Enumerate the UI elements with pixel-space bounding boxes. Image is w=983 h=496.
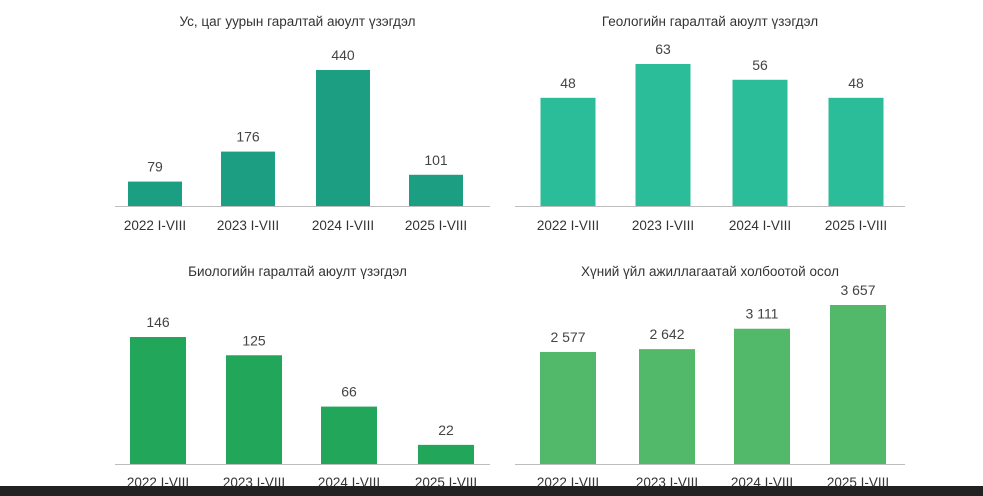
- x-tick-label: 2024 I-VIII: [312, 218, 374, 233]
- bar: [540, 97, 596, 206]
- data-label: 125: [242, 332, 266, 348]
- bar: [828, 97, 884, 206]
- x-tick-label: 2025 I-VIII: [825, 218, 887, 233]
- bar: [226, 355, 282, 464]
- bar-chart: Ус, цаг уурын гаралтай аюулт үзэгдэл 79 20…: [115, 14, 490, 233]
- chart-title: Хүний үйл ажиллагаатай холбоотой осол: [581, 264, 839, 279]
- bar: [409, 174, 463, 206]
- bar: [130, 337, 186, 464]
- data-label: 146: [146, 314, 170, 330]
- bar: [321, 406, 377, 464]
- data-label: 79: [147, 159, 163, 175]
- x-tick-label: 2025 I-VIII: [405, 218, 467, 233]
- bar: [830, 305, 886, 464]
- bar-chart: Хүний үйл ажиллагаатай холбоотой осол 2 5…: [515, 264, 905, 490]
- x-tick-label: 2023 I-VIII: [632, 218, 694, 233]
- bar: [732, 79, 788, 206]
- data-label: 48: [848, 75, 864, 91]
- data-label: 440: [331, 47, 355, 63]
- data-label: 22: [438, 422, 454, 438]
- data-label: 48: [560, 75, 576, 91]
- chart-panel-biological-hazards: Биологийн гаралтай аюулт үзэгдэл 146 2022 …: [100, 258, 495, 490]
- bar: [316, 70, 370, 206]
- data-label: 3 657: [840, 282, 875, 298]
- x-tick-label: 2022 I-VIII: [537, 218, 599, 233]
- bar: [418, 444, 474, 464]
- data-label: 2 577: [550, 329, 585, 345]
- bar: [221, 151, 275, 206]
- x-tick-label: 2023 I-VIII: [217, 218, 279, 233]
- x-tick-label: 2022 I-VIII: [124, 218, 186, 233]
- bar: [639, 349, 695, 464]
- chart-panel-geological-hazards: Геологийн гаралтай аюулт үзэгдэл 48 2022 I…: [500, 0, 920, 240]
- chart-panel-weather-hazards: Ус, цаг уурын гаралтай аюулт үзэгдэл 79 20…: [100, 0, 495, 240]
- bar-chart: Биологийн гаралтай аюулт үзэгдэл1462022 …: [115, 264, 490, 490]
- bar: [128, 181, 182, 206]
- chart-title: Геологийн гаралтай аюулт үзэгдэл: [602, 14, 818, 29]
- bar: [635, 64, 691, 206]
- bar: [734, 328, 790, 464]
- right-margin: [975, 0, 983, 496]
- data-label: 63: [655, 41, 671, 57]
- bottom-border: [0, 486, 983, 496]
- chart-title: Ус, цаг уурын гаралтай аюулт үзэгдэл: [179, 14, 415, 29]
- data-label: 56: [752, 57, 768, 73]
- bar-chart: Геологийн гаралтай аюулт үзэгдэл 48 2022 I…: [515, 14, 905, 233]
- data-label: 176: [236, 129, 260, 145]
- chart-title: Биологийн гаралтай аюулт үзэгдэл: [188, 264, 407, 279]
- data-label: 66: [341, 384, 357, 400]
- x-tick-label: 2024 I-VIII: [729, 218, 791, 233]
- bar: [540, 351, 596, 464]
- chart-panel-human-accidents: Хүний үйл ажиллагаатай холбоотой осол 2 5…: [500, 258, 920, 490]
- data-label: 3 111: [746, 306, 779, 322]
- data-label: 101: [424, 152, 448, 168]
- data-label: 2 642: [649, 326, 684, 342]
